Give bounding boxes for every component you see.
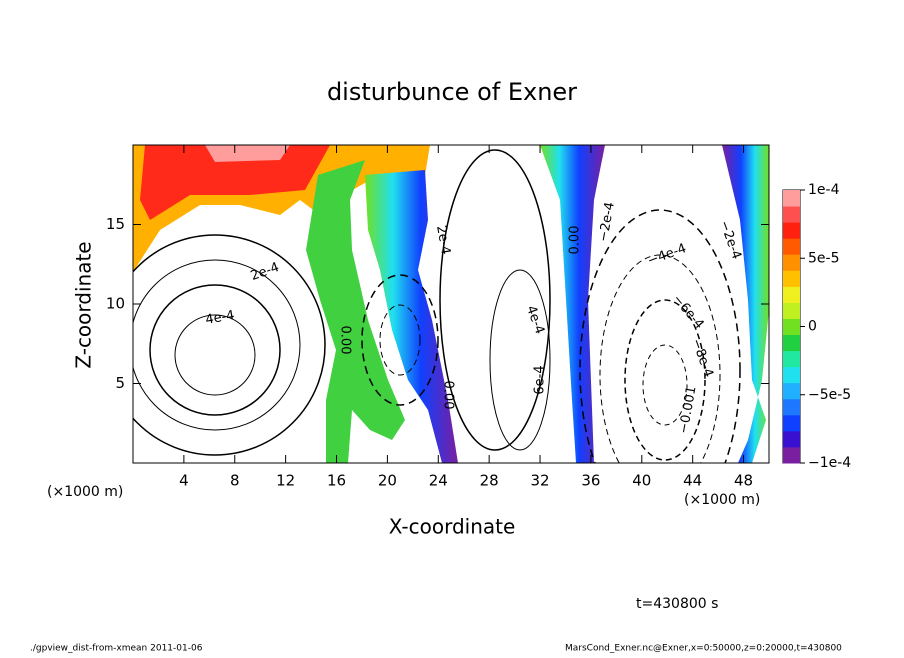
colorbar-band <box>783 286 800 303</box>
contour-label: −0.001 <box>676 385 699 435</box>
footer: MarsCond_Exner.nc@Exner,x=0:50000,z=0:20… <box>565 644 842 654</box>
x-tick-label: 28 <box>480 472 499 490</box>
contour-label: −8e-4 <box>688 337 716 380</box>
contour-label: 2e-4 <box>433 224 453 255</box>
y-tick-label: 15 <box>106 215 125 233</box>
x-axis-label: X-coordinate <box>389 515 516 539</box>
colorbar-tick-label: −1e-4 <box>808 455 851 471</box>
contour-label: −2e-4 <box>716 219 744 262</box>
x-unit: (×1000 m) <box>684 492 760 508</box>
x-tick-label: 44 <box>683 472 702 490</box>
field-green <box>306 160 405 463</box>
time-label: t=430800 s <box>636 596 718 612</box>
colorbar-band <box>783 398 800 416</box>
x-tick-label: 20 <box>378 472 397 490</box>
colorbar-band <box>783 446 800 464</box>
colorbar-tick-label: 0 <box>808 319 817 335</box>
colorbar-band <box>783 206 800 223</box>
x-unit: (×1000 m) <box>47 484 123 500</box>
contours <box>133 149 741 463</box>
colorbar-band <box>783 382 800 400</box>
field-pink <box>205 145 290 162</box>
colorbar-band <box>783 302 800 319</box>
field <box>133 145 769 463</box>
x-tick-label: 24 <box>429 472 448 490</box>
colorbar-band <box>783 238 800 255</box>
field-strip-right <box>722 145 769 463</box>
x-tick-label: 4 <box>179 472 189 490</box>
contour-label: 0.00 <box>338 326 353 355</box>
colorbar-band <box>783 366 800 384</box>
contour-label: 6e-4 <box>533 365 548 394</box>
contour-label: −2e-4 <box>596 201 618 243</box>
contour-label: 2e-4 <box>249 260 282 284</box>
contour-label: 0.00 <box>441 381 456 410</box>
colorbar-band <box>783 430 800 448</box>
colorbar-band <box>783 334 800 352</box>
x-tick-label: 12 <box>276 472 295 490</box>
field-blue <box>365 170 458 463</box>
field-strip <box>540 145 605 463</box>
x-tick-label: 40 <box>632 472 651 490</box>
colorbar-band <box>783 414 800 432</box>
contour-label: −4e-4 <box>646 241 689 269</box>
x-tick-label: 48 <box>734 472 753 490</box>
y-axis-label: Z-coordinate <box>72 241 96 368</box>
colorbar-tick-label: 1e-4 <box>808 182 840 198</box>
x-tick-label: 32 <box>530 472 549 490</box>
footer: ./gpview_dist-from-xmean 2011-01-06 <box>30 644 203 654</box>
field-red <box>140 145 330 220</box>
contour-label: 4e-4 <box>204 308 235 328</box>
y-tick-label: 10 <box>106 295 125 313</box>
colorbar-band <box>783 254 800 271</box>
x-tick-label: 8 <box>230 472 240 490</box>
x-tick-label: 36 <box>581 472 600 490</box>
contour-label: 0.00 <box>568 226 583 255</box>
x-tick-label: 16 <box>327 472 346 490</box>
colorbar-tick-label: −5e-5 <box>808 387 851 403</box>
colorbar-band <box>783 318 800 336</box>
colorbar-band <box>783 350 800 368</box>
contour-label: 4e-4 <box>523 304 547 337</box>
colorbar-band <box>783 190 800 207</box>
colorbar-band <box>783 222 800 239</box>
y-tick-label: 5 <box>115 374 125 392</box>
colorbar-band <box>783 270 800 287</box>
contour-label: −6e-4 <box>669 292 706 332</box>
chart-title: disturbunce of Exner <box>327 78 577 106</box>
colorbar-tick-label: 5e-5 <box>808 250 839 266</box>
